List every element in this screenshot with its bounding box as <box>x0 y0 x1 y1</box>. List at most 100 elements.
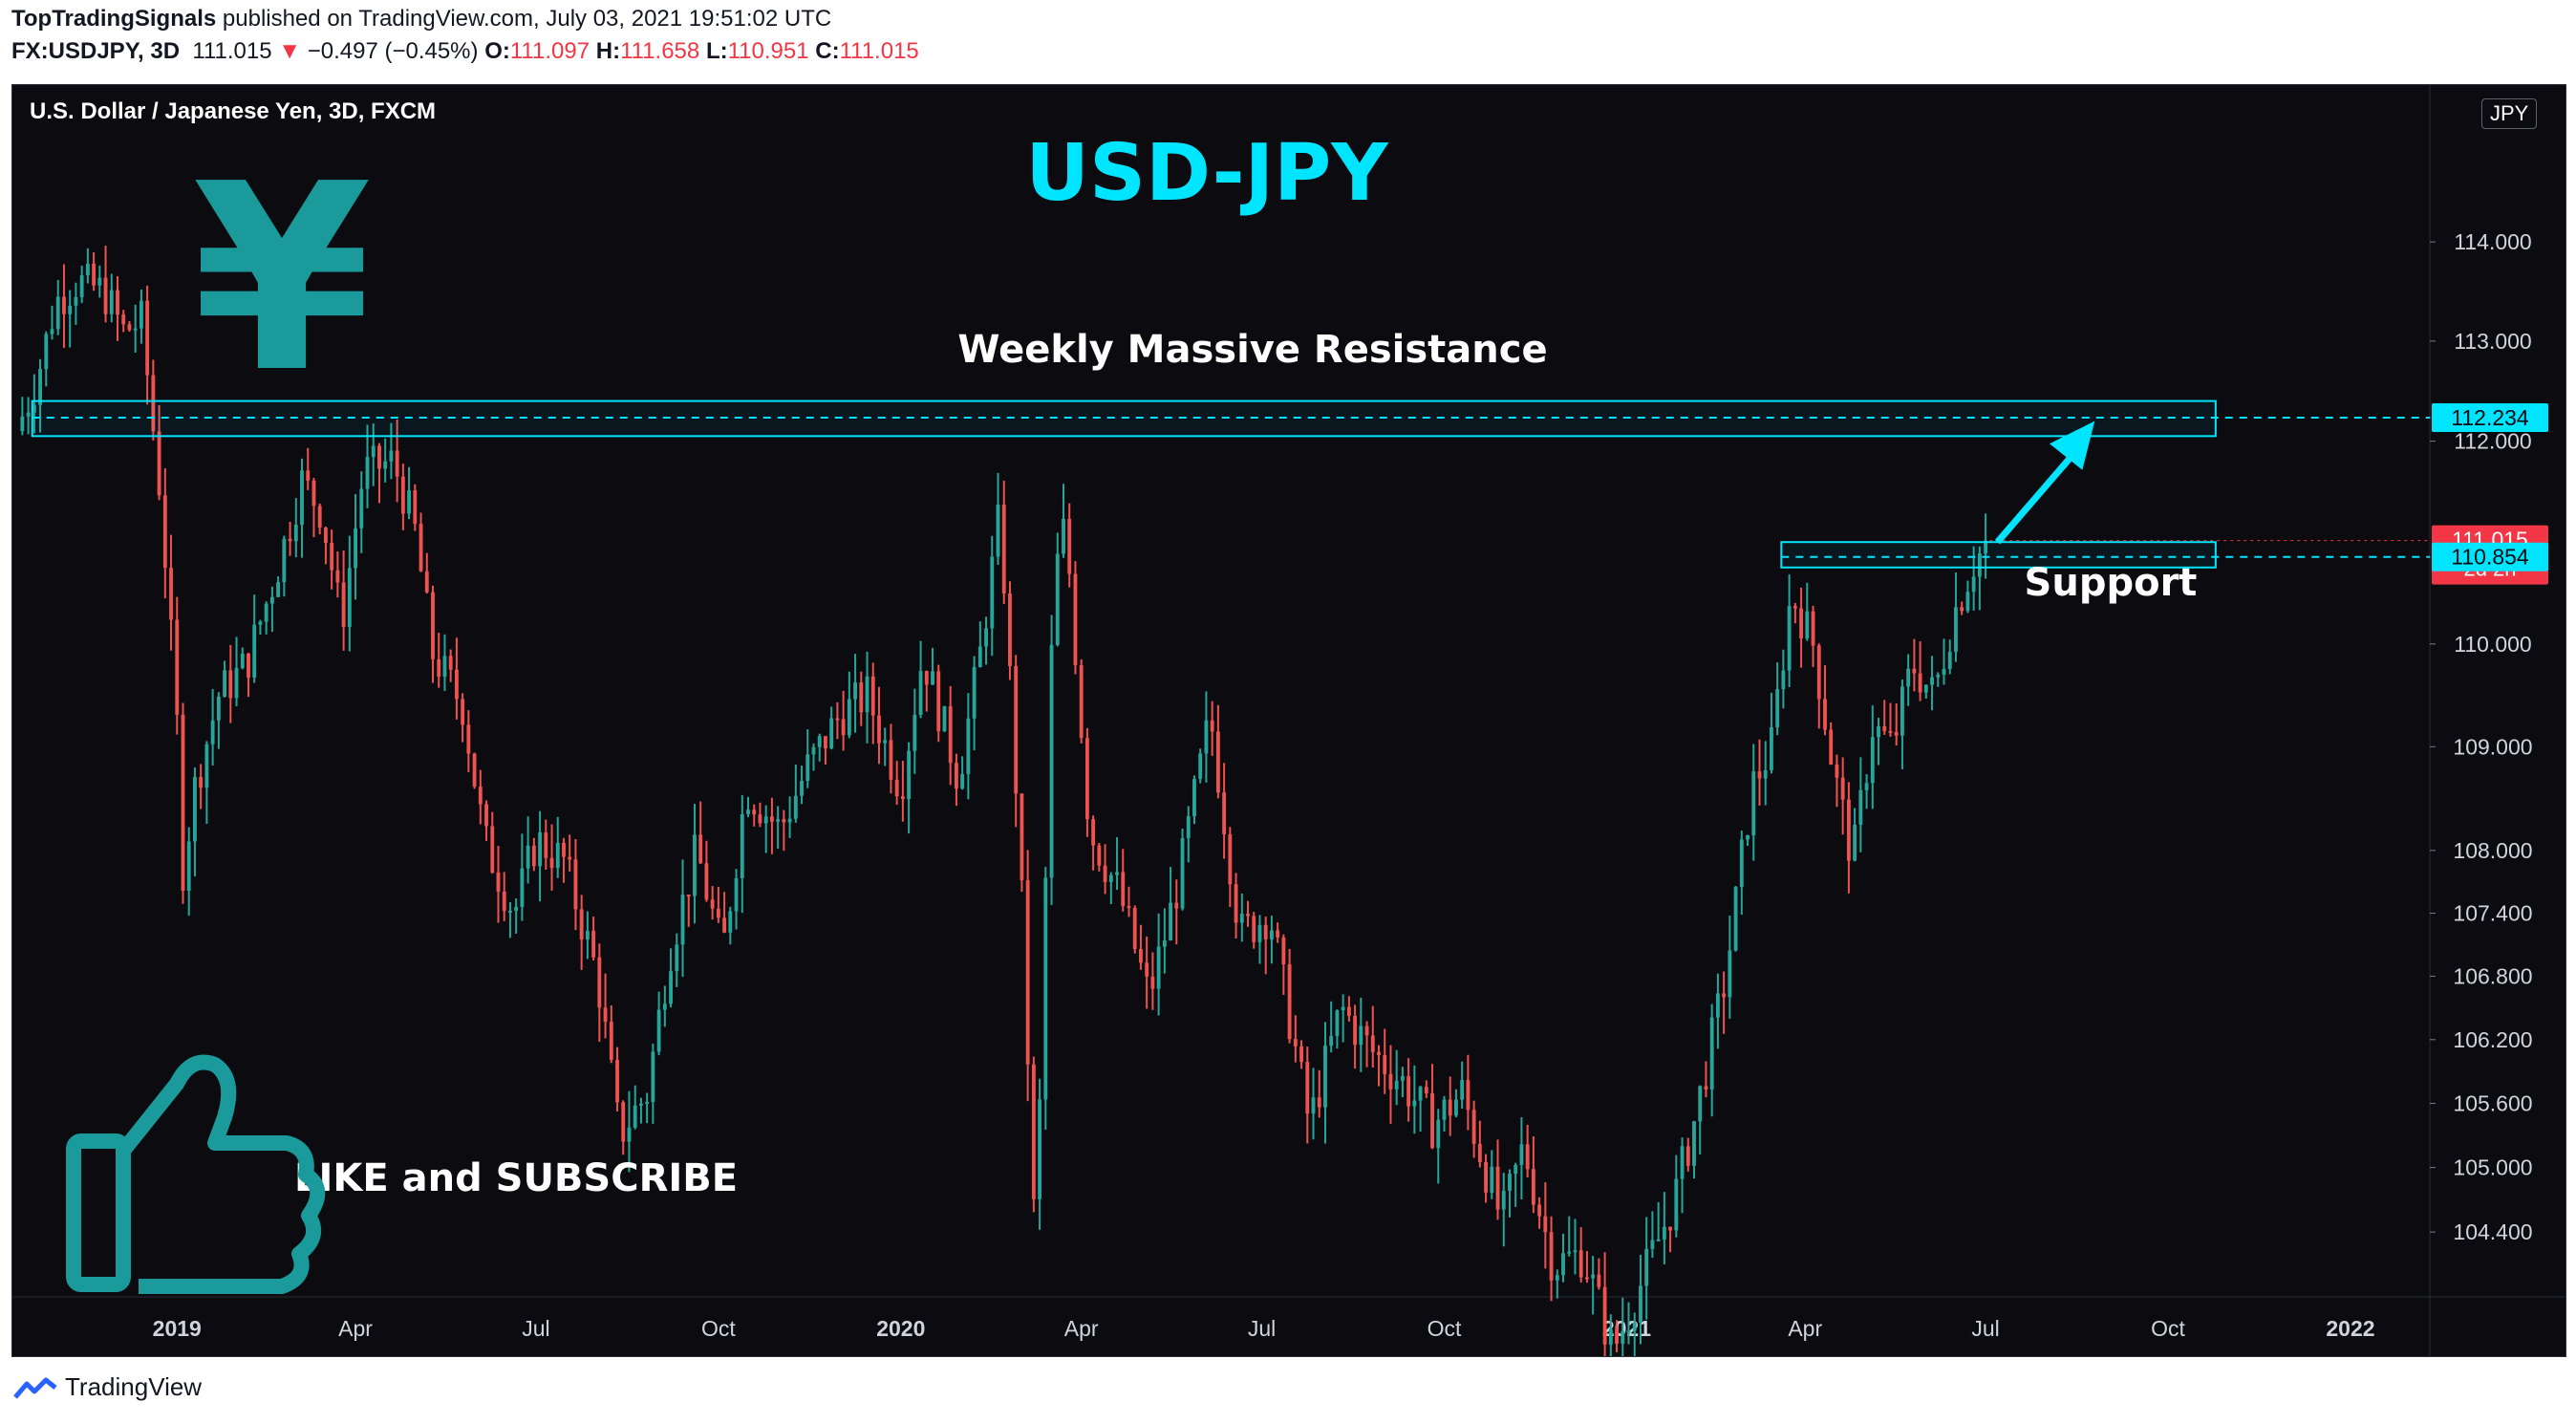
candle-up <box>193 777 197 842</box>
candle-down <box>490 826 495 873</box>
candle-down <box>1252 916 1256 942</box>
y-tick-label: 104.400 <box>2453 1219 2532 1244</box>
candle-up <box>38 369 42 405</box>
candle-down <box>181 714 185 891</box>
candle-up <box>865 676 869 713</box>
candle-up <box>240 653 245 668</box>
x-tick-label: Apr <box>1064 1316 1099 1341</box>
candle-up <box>1770 726 1773 770</box>
candle-down <box>424 571 429 593</box>
candle-up <box>1870 737 1875 784</box>
support-label: Support <box>2025 561 2198 605</box>
candle-down <box>621 1102 626 1142</box>
candle-up <box>627 1127 632 1142</box>
price-change: −0.497 (−0.45%) <box>307 38 479 64</box>
candle-up <box>1591 1274 1596 1279</box>
candle-down <box>609 1022 613 1060</box>
candle-down <box>169 568 173 620</box>
candle-down <box>1127 906 1131 909</box>
candle-down <box>431 592 435 659</box>
close-label: C: <box>815 38 840 64</box>
close-value: 111.015 <box>839 38 919 64</box>
candlestick-chart[interactable]: 104.400 105.000 105.600 106.200 106.800 107.4… <box>12 85 2565 1356</box>
candle-down <box>1484 1161 1489 1193</box>
candle-down <box>954 763 958 789</box>
candle-up <box>787 818 792 823</box>
candle-up <box>514 906 519 911</box>
candle-down <box>496 872 501 892</box>
candle-down <box>466 724 471 754</box>
candle-up <box>960 774 965 789</box>
candle-up <box>1198 753 1203 780</box>
candle-down <box>579 909 584 940</box>
candle-down <box>437 658 441 678</box>
candle-down <box>1424 1087 1428 1094</box>
candle-down <box>1685 1146 1690 1166</box>
currency-badge[interactable]: JPY <box>2481 98 2538 129</box>
like-subscribe-label[interactable]: LIKE and SUBSCRIBE <box>294 1156 738 1200</box>
thumbs-up-icon[interactable] <box>66 1054 326 1294</box>
candle-down <box>824 736 827 749</box>
candle-down <box>461 699 465 725</box>
footer-brand[interactable]: TradingView <box>65 1372 203 1401</box>
candle-down <box>1079 665 1084 739</box>
candle-up <box>1947 651 1952 669</box>
tradingview-logo-icon[interactable] <box>13 1376 57 1399</box>
candle-down <box>157 431 161 496</box>
candle-down <box>1840 777 1845 800</box>
y-tick-label: 113.000 <box>2454 329 2531 354</box>
chart-pane[interactable]: 104.400 105.000 105.600 106.200 106.800 107.4… <box>11 84 2566 1357</box>
candle-up <box>1043 877 1048 1100</box>
candle-up <box>1169 902 1173 941</box>
x-tick-label: Jul <box>1971 1316 1999 1341</box>
candle-down <box>894 779 899 797</box>
candle-down <box>1008 593 1012 666</box>
candle-up <box>1954 607 1958 652</box>
candle-up <box>1335 1010 1340 1036</box>
candle-down <box>145 300 150 376</box>
candle-up <box>1965 592 1970 612</box>
candle-up <box>656 1009 661 1052</box>
candle-up <box>1977 553 1982 577</box>
chart-title: U.S. Dollar / Japanese Yen, 3D, FXCM <box>30 98 437 124</box>
candle-down <box>127 324 132 331</box>
candle-up <box>1864 783 1869 790</box>
candle-up <box>133 328 138 331</box>
yen-icon: ¥ <box>192 128 372 429</box>
candle-up <box>68 305 73 314</box>
high-label: H: <box>595 38 621 64</box>
candle-up <box>1746 835 1750 840</box>
candle-up <box>1751 771 1756 836</box>
candle-up <box>520 868 525 907</box>
candle-up <box>1519 1144 1524 1165</box>
candle-up <box>1412 1100 1417 1107</box>
candle-up <box>1923 684 1928 693</box>
resistance-price-tag <box>2432 403 2548 433</box>
candle-up <box>79 275 84 297</box>
candle-up <box>1341 1006 1345 1011</box>
candle-down <box>377 445 381 469</box>
ohlc-legend: FX:USDJPY, 3D 111.015 ▼ −0.497 (−0.45%) … <box>11 38 919 65</box>
candle-up <box>1204 720 1209 754</box>
candle-down <box>1531 1169 1535 1205</box>
candle-down <box>1823 699 1827 730</box>
candle-down <box>478 787 483 805</box>
candle-down <box>1097 845 1102 866</box>
publisher-name[interactable]: TopTradingSignals <box>11 6 217 32</box>
candle-up <box>847 699 851 736</box>
candle-down <box>419 524 423 572</box>
candle-up <box>1733 887 1738 951</box>
candle-down <box>1174 902 1179 909</box>
publish-info: TopTradingSignals published on TradingVi… <box>11 6 831 32</box>
candle-up <box>1763 769 1768 779</box>
candle-down <box>1846 799 1851 861</box>
candle-down <box>1799 608 1804 639</box>
candle-down <box>1406 1076 1411 1107</box>
candle-down <box>1584 1277 1589 1280</box>
candle-down <box>1543 1216 1548 1233</box>
candle-up <box>817 736 822 747</box>
candle-up <box>1323 1046 1327 1108</box>
candle-up <box>55 296 60 330</box>
candle-down <box>472 753 477 788</box>
candle-down <box>1829 729 1834 765</box>
